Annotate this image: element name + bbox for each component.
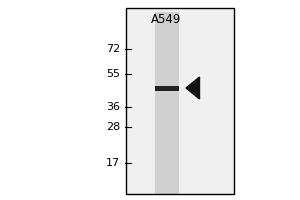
Bar (154, 86, 178, 90)
Text: 17: 17 (106, 158, 120, 168)
Text: 55: 55 (106, 69, 120, 79)
Bar (126, 8, 234, 194)
Bar (126, 8, 234, 194)
Text: 28: 28 (106, 122, 120, 132)
Text: 36: 36 (106, 102, 120, 112)
Text: A549: A549 (151, 13, 182, 26)
Text: 72: 72 (106, 44, 120, 54)
Polygon shape (186, 77, 200, 99)
Bar (154, 12, 178, 194)
